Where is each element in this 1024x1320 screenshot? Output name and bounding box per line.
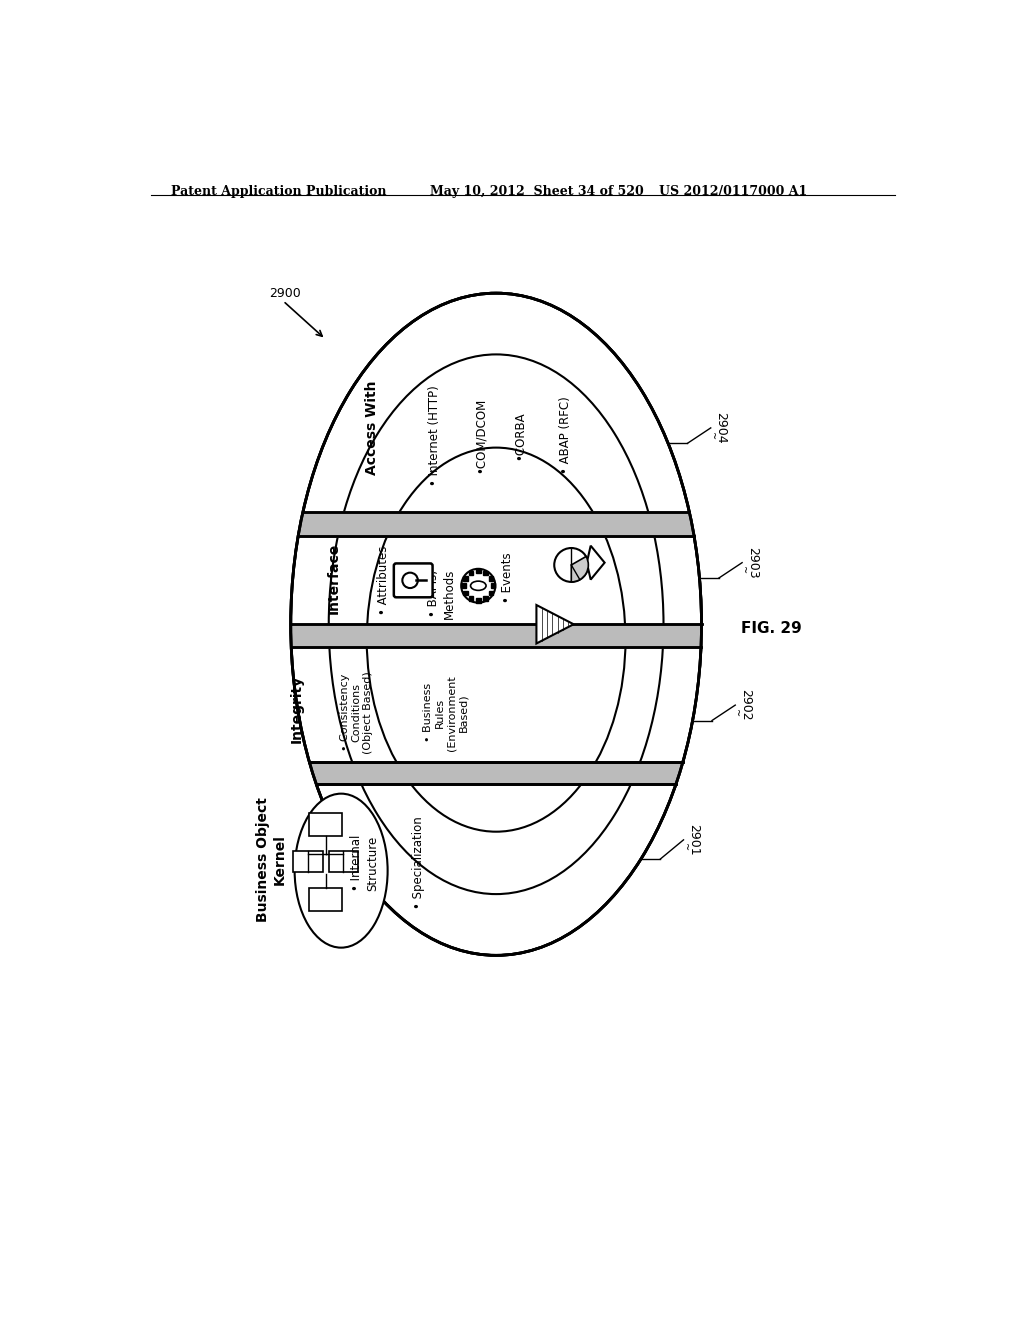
Text: 2902: 2902 <box>739 689 753 721</box>
Bar <box>483 597 488 601</box>
FancyBboxPatch shape <box>394 564 432 598</box>
Circle shape <box>554 548 589 582</box>
Text: 2901: 2901 <box>687 824 700 855</box>
Bar <box>488 576 494 581</box>
Bar <box>329 850 358 873</box>
Bar <box>309 887 342 911</box>
Bar <box>488 591 494 595</box>
Polygon shape <box>587 545 604 579</box>
Bar <box>476 569 480 573</box>
Bar <box>463 576 468 581</box>
Text: • Consistency
Conditions
(Object Based): • Consistency Conditions (Object Based) <box>340 672 373 754</box>
Text: • Internet (HTTP): • Internet (HTTP) <box>428 385 440 486</box>
Text: FIG. 29: FIG. 29 <box>741 620 802 636</box>
Text: • Specialization: • Specialization <box>412 817 425 909</box>
Text: ~: ~ <box>680 843 689 851</box>
Text: May 10, 2012  Sheet 34 of 520: May 10, 2012 Sheet 34 of 520 <box>430 185 644 198</box>
Text: 2903: 2903 <box>746 546 759 578</box>
Text: Interface: Interface <box>327 543 340 614</box>
Text: • ABAP (RFC): • ABAP (RFC) <box>559 397 572 474</box>
Text: ~: ~ <box>738 566 749 574</box>
Bar <box>476 598 480 603</box>
Circle shape <box>402 573 418 589</box>
Text: 2904: 2904 <box>715 412 728 444</box>
Text: •CORBA: •CORBA <box>513 412 526 459</box>
Text: •COM/DCOM: •COM/DCOM <box>474 397 487 474</box>
Text: US 2012/0117000 A1: US 2012/0117000 A1 <box>658 185 807 198</box>
Text: ~: ~ <box>707 432 717 440</box>
Bar <box>490 583 496 589</box>
Ellipse shape <box>295 793 388 948</box>
Text: • BAPIs,
Methods: • BAPIs, Methods <box>427 569 457 619</box>
Bar <box>483 570 488 576</box>
Text: Patent Application Publication: Patent Application Publication <box>171 185 386 198</box>
Ellipse shape <box>291 293 701 956</box>
Wedge shape <box>571 557 589 582</box>
Bar <box>469 597 473 601</box>
Text: Access With: Access With <box>366 380 379 475</box>
Text: • Attributes: • Attributes <box>377 545 390 615</box>
Text: • Internal
Structure: • Internal Structure <box>350 834 379 891</box>
Polygon shape <box>537 605 573 644</box>
Bar <box>463 591 468 595</box>
Text: • Events: • Events <box>502 553 514 603</box>
Text: 2900: 2900 <box>269 286 301 300</box>
Bar <box>469 570 473 576</box>
Circle shape <box>461 569 496 603</box>
Bar <box>293 850 323 873</box>
Ellipse shape <box>367 447 626 832</box>
Text: • Business
Rules
(Environment
Based): • Business Rules (Environment Based) <box>423 675 468 751</box>
Bar <box>461 583 466 589</box>
Text: ~: ~ <box>731 709 741 717</box>
Text: Integrity: Integrity <box>290 675 304 743</box>
Ellipse shape <box>329 354 664 894</box>
Bar <box>309 813 342 836</box>
Ellipse shape <box>471 581 486 590</box>
Text: Business Object
Kernel: Business Object Kernel <box>256 797 287 921</box>
